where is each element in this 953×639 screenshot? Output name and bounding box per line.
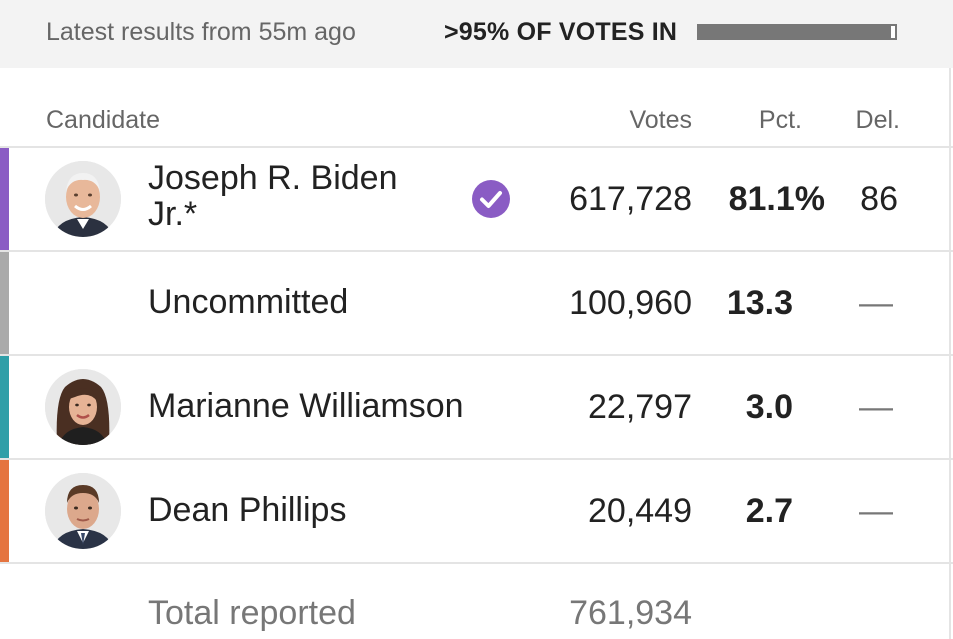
last-updated-text: Latest results from 55m ago xyxy=(46,18,356,46)
row-divider xyxy=(0,354,953,356)
votes-value: 617,728 xyxy=(569,180,692,218)
reporting-progress-fill xyxy=(699,26,892,38)
header-pct: Pct. xyxy=(758,106,802,134)
candidate-name: Dean Phillips xyxy=(148,491,347,529)
table-row: Uncommitted 100,960 13.3 — xyxy=(0,252,953,354)
party-color-bar xyxy=(0,252,9,354)
williamson-avatar xyxy=(45,369,121,445)
winner-check-icon xyxy=(472,180,510,218)
row-divider xyxy=(0,458,953,460)
party-color-bar xyxy=(0,460,9,562)
table-row: Marianne Williamson 22,797 3.0 — xyxy=(0,356,953,458)
table-right-edge xyxy=(949,68,951,639)
delegates-value: 86 xyxy=(860,180,898,218)
pct-value: 81.1% xyxy=(728,180,825,218)
party-color-bar xyxy=(0,148,9,250)
row-divider xyxy=(0,250,953,252)
reporting-text: >95% OF VOTES IN xyxy=(444,18,678,46)
votes-value: 22,797 xyxy=(588,388,692,426)
candidate-name-line2: Jr.* xyxy=(148,195,198,233)
header-candidate: Candidate xyxy=(46,106,160,134)
candidate-name-line1: Joseph R. Biden xyxy=(148,159,398,197)
header-del: Del. xyxy=(855,106,900,134)
table-row: Joseph R. Biden Jr.* 617,728 81.1% 86 xyxy=(0,148,953,250)
header-votes: Votes xyxy=(629,106,692,134)
party-color-bar xyxy=(0,356,9,458)
header-divider-right xyxy=(510,146,953,148)
reporting-progress-bar xyxy=(697,24,897,40)
votes-value: 100,960 xyxy=(569,284,692,322)
delegates-value: — xyxy=(859,388,893,426)
total-reported-label: Total reported xyxy=(148,594,356,632)
pct-value: 3.0 xyxy=(745,388,793,426)
header-divider xyxy=(0,146,510,148)
delegates-value: — xyxy=(859,284,893,322)
phillips-avatar xyxy=(45,473,121,549)
total-reported-votes: 761,934 xyxy=(569,594,692,632)
biden-avatar xyxy=(45,161,121,237)
table-header: Candidate Votes Pct. Del. xyxy=(0,90,953,146)
delegates-value: — xyxy=(859,492,893,530)
candidate-name: Marianne Williamson xyxy=(148,387,464,425)
table-row: Dean Phillips 20,449 2.7 — xyxy=(0,460,953,562)
pct-value: 2.7 xyxy=(745,492,793,530)
pct-value: 13.3 xyxy=(726,284,793,322)
row-divider xyxy=(0,562,953,564)
candidate-name: Uncommitted xyxy=(148,283,349,321)
status-bar: Latest results from 55m ago >95% OF VOTE… xyxy=(0,0,953,68)
votes-value: 20,449 xyxy=(588,492,692,530)
